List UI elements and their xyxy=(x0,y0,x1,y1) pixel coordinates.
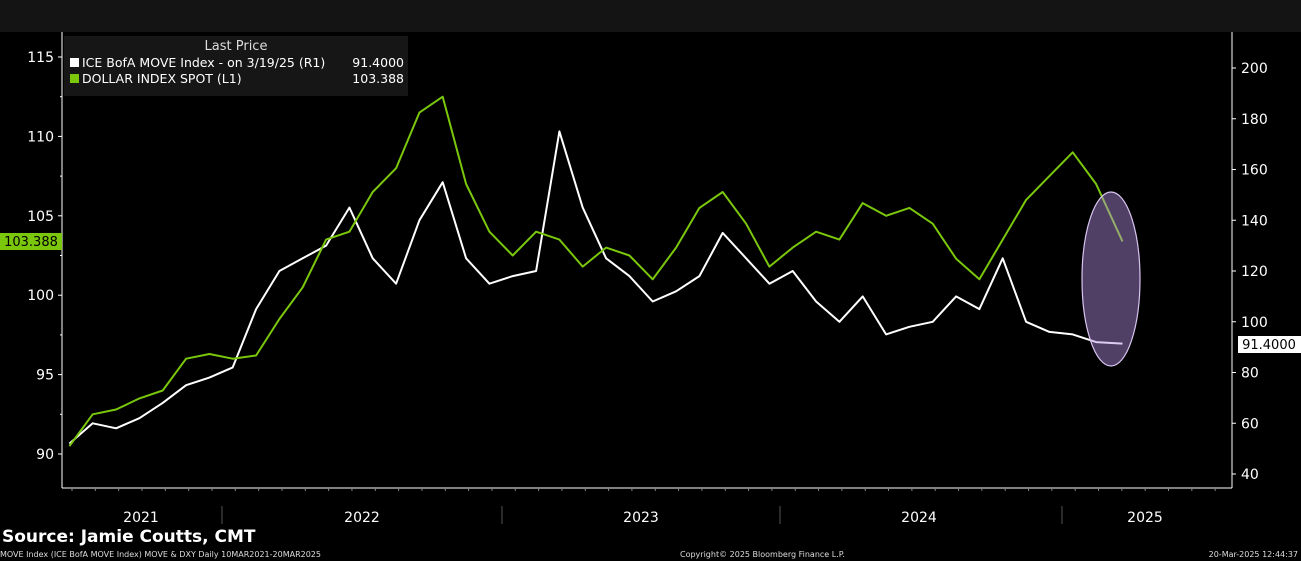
source-text: Source: Jamie Coutts, CMT xyxy=(2,527,256,547)
legend-value: 103.388 xyxy=(352,71,404,86)
move-index-line xyxy=(68,130,1123,445)
x-tick-label: 2022 xyxy=(344,510,380,526)
dollar-index-line xyxy=(68,95,1124,447)
right-last-value: 91.4000 xyxy=(1242,338,1296,353)
right-tick-label: 120 xyxy=(1241,264,1268,280)
legend-swatch-icon xyxy=(70,74,79,83)
right-tick-label: 180 xyxy=(1241,112,1268,128)
x-tick-label: 2024 xyxy=(901,510,937,526)
left-last-value-box xyxy=(0,233,62,250)
left-tick-label: 100 xyxy=(27,288,54,304)
left-tick-label: 110 xyxy=(27,129,54,145)
legend-title: Last Price xyxy=(204,39,268,54)
legend-label: ICE BofA MOVE Index - on 3/19/25 (R1) xyxy=(82,55,326,70)
legend-item-dxy: DOLLAR INDEX SPOT (L1) 103.388 xyxy=(64,71,408,87)
footer-center: Copyright© 2025 Bloomberg Finance L.P. xyxy=(680,550,845,559)
left-tick-label: 115 xyxy=(27,50,54,66)
legend-swatch-icon xyxy=(70,58,79,67)
top-bar xyxy=(0,0,1301,32)
left-tick-label: 95 xyxy=(36,368,54,384)
footer-left: MOVE Index (ICE BofA MOVE Index) MOVE & … xyxy=(0,550,321,559)
right-tick-label: 100 xyxy=(1241,315,1268,331)
footer-right: 20-Mar-2025 12:44:37 xyxy=(1208,550,1298,559)
left-tick-label: 90 xyxy=(36,447,54,463)
legend-item-move: ICE BofA MOVE Index - on 3/19/25 (R1) 91… xyxy=(64,55,408,71)
x-tick-label: 2023 xyxy=(623,510,659,526)
left-tick-label: 105 xyxy=(27,209,54,225)
right-tick-label: 160 xyxy=(1241,163,1268,179)
right-last-value-box xyxy=(1238,336,1301,353)
left-last-value: 103.388 xyxy=(4,235,58,250)
legend-value: 91.4000 xyxy=(352,55,404,70)
right-tick-label: 40 xyxy=(1241,467,1259,483)
legend-label: DOLLAR INDEX SPOT (L1) xyxy=(82,71,242,86)
right-tick-label: 200 xyxy=(1241,61,1268,77)
x-tick-label: 2021 xyxy=(123,510,159,526)
x-tick-label: 2025 xyxy=(1127,510,1163,526)
right-tick-label: 60 xyxy=(1241,416,1259,432)
legend: Last Price ICE BofA MOVE Index - on 3/19… xyxy=(64,36,408,96)
right-tick-label: 140 xyxy=(1241,213,1268,229)
right-tick-label: 80 xyxy=(1241,366,1259,382)
highlight-ellipse xyxy=(1081,191,1141,367)
